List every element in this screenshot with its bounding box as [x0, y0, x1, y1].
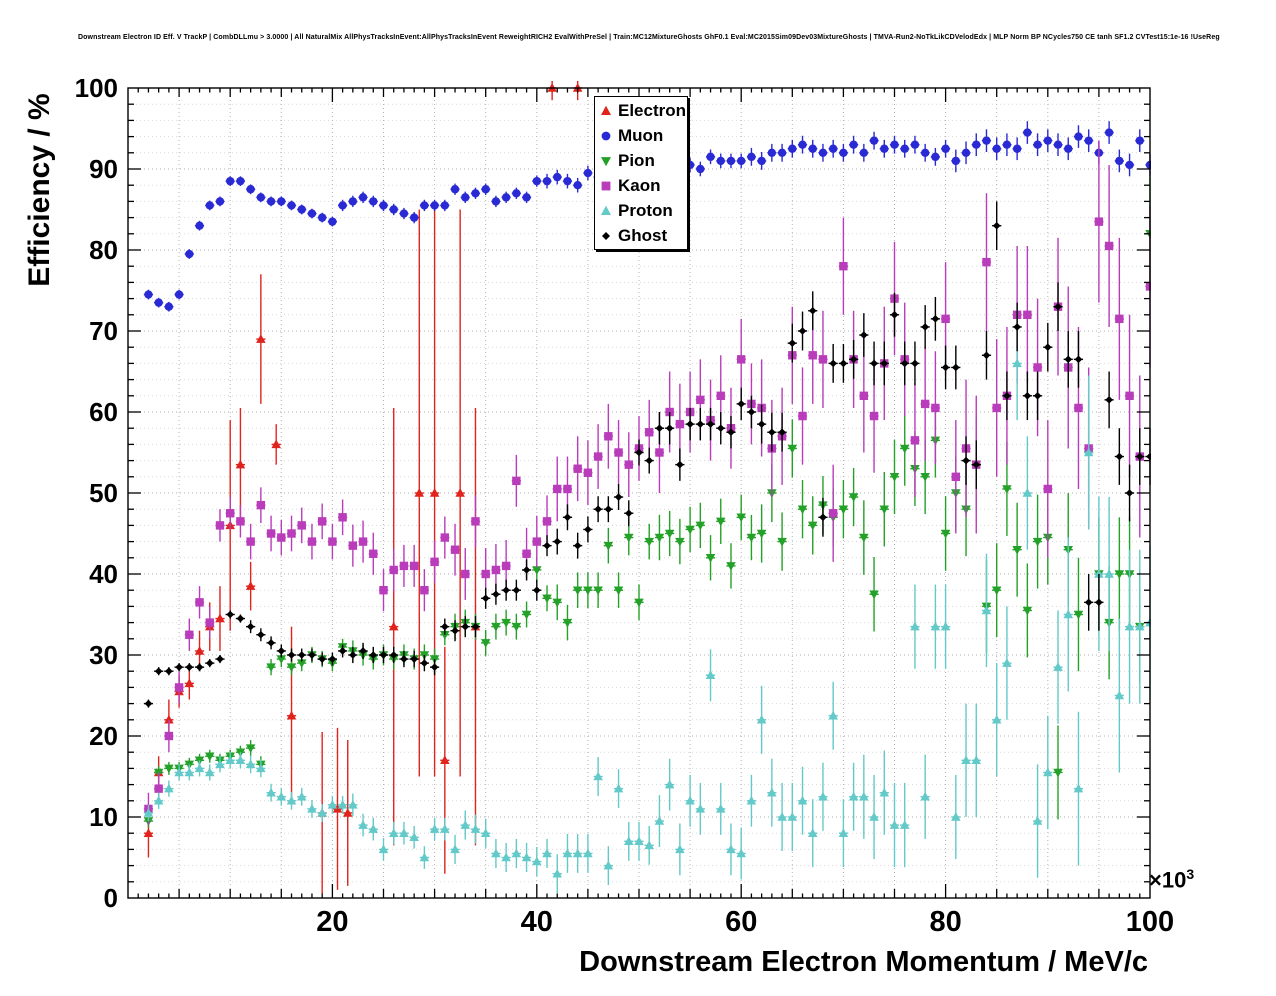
svg-text:0: 0	[104, 883, 118, 913]
legend: Electron Muon Pion Kaon Proton Ghost	[594, 96, 688, 250]
svg-text:80: 80	[89, 235, 118, 265]
legend-item-kaon: Kaon	[595, 173, 687, 198]
legend-item-muon: Muon	[595, 123, 687, 148]
legend-item-electron: Electron	[595, 98, 687, 123]
legend-label: Electron	[618, 100, 687, 120]
legend-label: Proton	[618, 200, 673, 220]
series-proton	[143, 306, 1151, 894]
x-axis-label: Downstream Electron Momentum / MeV/c	[579, 946, 1148, 978]
exponent-prefix: ×10	[1149, 867, 1187, 893]
svg-text:60: 60	[89, 397, 118, 427]
proton-marker-icon	[601, 205, 611, 215]
legend-label: Muon	[618, 125, 664, 145]
plot-frame	[127, 87, 1151, 899]
muon-marker-icon	[601, 131, 611, 140]
svg-text:60: 60	[725, 906, 757, 938]
svg-text:20: 20	[89, 721, 118, 751]
svg-text:40: 40	[89, 559, 118, 589]
y-axis-label: Efficiency / %	[23, 93, 56, 287]
series-ghost	[143, 201, 1151, 708]
kaon-marker-icon	[601, 181, 611, 190]
svg-text:20: 20	[316, 906, 348, 938]
axis-tick-labels: 0 10 20 30 40 50 60 70 80 90 100 20 40 60 80 100	[75, 73, 1175, 938]
plot-title: Downstream Electron ID Eff. V TrackP | C…	[78, 34, 1220, 41]
electron-marker-icon	[601, 105, 611, 115]
svg-text:90: 90	[89, 154, 118, 184]
svg-text:100: 100	[1126, 906, 1174, 938]
legend-item-pion: Pion	[595, 148, 687, 173]
legend-item-proton: Proton	[595, 198, 687, 223]
legend-label: Kaon	[618, 175, 661, 195]
legend-item-ghost: Ghost	[595, 223, 687, 248]
legend-label: Ghost	[618, 225, 668, 245]
x-axis-exponent: ×103	[1149, 866, 1194, 893]
series-electron	[143, 81, 583, 894]
svg-text:40: 40	[521, 906, 553, 938]
axis-ticks	[128, 88, 1150, 898]
svg-text:100: 100	[75, 73, 118, 103]
svg-text:50: 50	[89, 478, 118, 508]
svg-text:80: 80	[929, 906, 961, 938]
ghost-marker-icon	[602, 231, 610, 240]
svg-text:30: 30	[89, 640, 118, 670]
svg-text:10: 10	[89, 802, 118, 832]
pion-marker-icon	[601, 156, 611, 166]
legend-label: Pion	[618, 150, 655, 170]
exponent-power: 3	[1186, 866, 1195, 882]
svg-text:70: 70	[89, 316, 118, 346]
